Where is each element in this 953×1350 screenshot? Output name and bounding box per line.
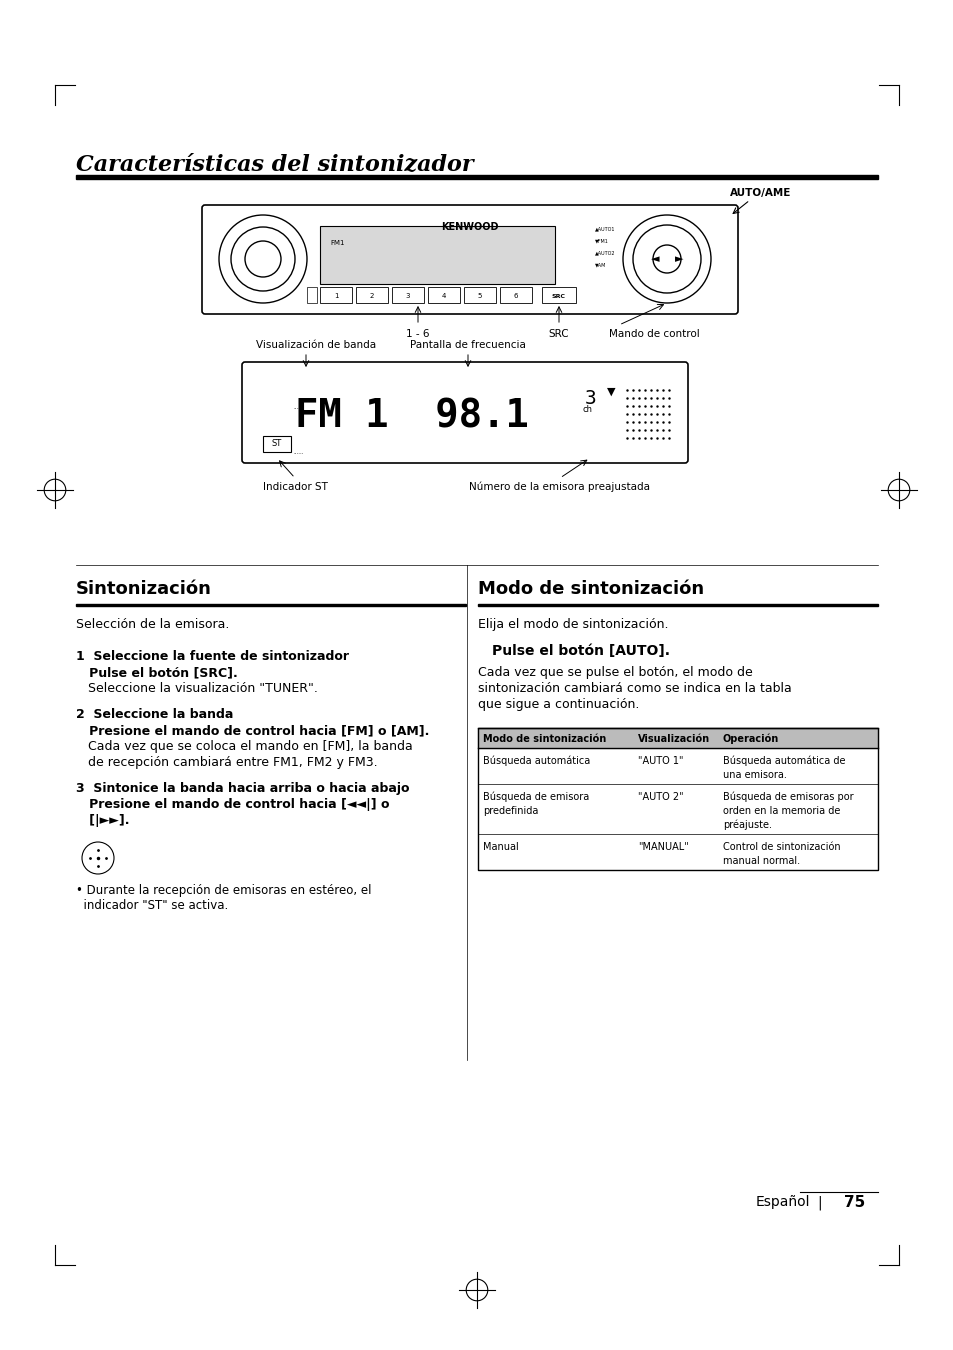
Text: Sintonización: Sintonización (76, 580, 212, 598)
Bar (499, 288, 532, 302)
Text: • Durante la recepción de emisoras en estéreo, el: • Durante la recepción de emisoras en es… (76, 884, 371, 896)
Bar (319, 225, 555, 284)
Text: |: | (817, 1195, 821, 1210)
Text: manual normal.: manual normal. (722, 856, 800, 865)
Text: Control de sintonización: Control de sintonización (722, 842, 840, 852)
Text: "MANUAL": "MANUAL" (638, 842, 688, 852)
Text: Selección de la emisora.: Selección de la emisora. (76, 618, 229, 630)
Text: Pulse el botón [SRC].: Pulse el botón [SRC]. (76, 666, 237, 679)
Text: indicador "ST" se activa.: indicador "ST" se activa. (76, 899, 228, 913)
Text: ▼AM: ▼AM (595, 262, 606, 267)
Text: KENWOOD: KENWOOD (441, 221, 498, 232)
Text: 3: 3 (584, 389, 597, 408)
Bar (477, 603, 877, 606)
Text: Visualización de banda: Visualización de banda (255, 340, 375, 350)
Bar (392, 288, 423, 302)
Text: 6: 6 (514, 293, 517, 298)
Text: Pantalla de frecuencia: Pantalla de frecuencia (410, 340, 525, 350)
Text: Pulse el botón [AUTO].: Pulse el botón [AUTO]. (492, 644, 669, 657)
Text: 1: 1 (334, 293, 338, 298)
Text: "AUTO 1": "AUTO 1" (638, 756, 682, 765)
Bar (541, 288, 576, 302)
Text: ......: ...... (293, 405, 303, 410)
Text: ►: ► (674, 254, 682, 265)
Text: predefinida: predefinida (482, 806, 537, 815)
Bar (428, 288, 459, 302)
Text: ch: ch (582, 405, 593, 414)
Text: Presione el mando de control hacia [◄◄|] o: Presione el mando de control hacia [◄◄|]… (76, 798, 389, 811)
Bar (307, 288, 316, 302)
Text: SRC: SRC (552, 293, 565, 298)
Text: 3: 3 (405, 293, 410, 298)
Text: Indicador ST: Indicador ST (262, 482, 327, 491)
Text: FM1: FM1 (330, 240, 344, 246)
Text: ▲AUTO1: ▲AUTO1 (595, 225, 615, 231)
Text: sintonización cambiará como se indica en la tabla: sintonización cambiará como se indica en… (477, 682, 791, 695)
Text: 3  Sintonice la banda hacia arriba o hacia abajo: 3 Sintonice la banda hacia arriba o haci… (76, 782, 409, 795)
Bar (355, 288, 388, 302)
Text: ◄: ◄ (650, 254, 659, 265)
Text: Manual: Manual (482, 842, 518, 852)
Bar (463, 288, 496, 302)
Text: ST: ST (272, 440, 282, 448)
Text: 75: 75 (843, 1195, 864, 1210)
Text: Operación: Operación (722, 734, 779, 744)
Text: Modo de sintonización: Modo de sintonización (477, 580, 703, 598)
Text: ▼FM1: ▼FM1 (595, 238, 608, 243)
Text: AUTO/AME: AUTO/AME (729, 188, 791, 198)
Text: 2: 2 (370, 293, 374, 298)
Text: Modo de sintonización: Modo de sintonización (482, 734, 605, 744)
Text: ▲AUTO2: ▲AUTO2 (595, 250, 615, 255)
Text: 5: 5 (477, 293, 481, 298)
Text: FM 1  98.1: FM 1 98.1 (294, 397, 528, 435)
Text: 2  Seleccione la banda: 2 Seleccione la banda (76, 707, 233, 721)
Text: 1  Seleccione la fuente de sintonizador: 1 Seleccione la fuente de sintonizador (76, 649, 349, 663)
Text: orden en la memoria de: orden en la memoria de (722, 806, 840, 815)
Text: "AUTO 2": "AUTO 2" (638, 792, 683, 802)
Text: [|►►].: [|►►]. (76, 814, 130, 828)
Text: Visualización: Visualización (638, 734, 709, 744)
Text: Búsqueda de emisora: Búsqueda de emisora (482, 792, 589, 802)
Text: de recepción cambiará entre FM1, FM2 y FM3.: de recepción cambiará entre FM1, FM2 y F… (76, 756, 377, 770)
Bar (319, 288, 352, 302)
Text: Búsqueda automática de: Búsqueda automática de (722, 756, 844, 767)
Text: Español: Español (755, 1195, 809, 1210)
Bar (477, 728, 877, 748)
Text: Características del sintonizador: Características del sintonizador (76, 153, 473, 176)
Text: Número de la emisora preajustada: Número de la emisora preajustada (469, 482, 650, 493)
Text: ▼: ▼ (606, 387, 615, 397)
Bar (76, 176, 877, 180)
Text: SRC: SRC (548, 329, 569, 339)
Text: 1 - 6: 1 - 6 (406, 329, 429, 339)
Text: Búsqueda de emisoras por: Búsqueda de emisoras por (722, 792, 853, 802)
Text: Seleccione la visualización "TUNER".: Seleccione la visualización "TUNER". (76, 682, 317, 695)
Bar (477, 728, 877, 869)
Bar (263, 436, 291, 452)
Text: ......: ...... (293, 450, 303, 455)
Text: Cada vez que se pulse el botón, el modo de: Cada vez que se pulse el botón, el modo … (477, 666, 752, 679)
Text: Búsqueda automática: Búsqueda automática (482, 756, 590, 767)
FancyBboxPatch shape (242, 362, 687, 463)
FancyBboxPatch shape (202, 205, 738, 315)
Text: Mando de control: Mando de control (608, 329, 699, 339)
Text: Cada vez que se coloca el mando en [FM], la banda: Cada vez que se coloca el mando en [FM],… (76, 740, 413, 753)
Text: una emisora.: una emisora. (722, 769, 786, 780)
Text: préajuste.: préajuste. (722, 819, 771, 830)
Text: Elija el modo de sintonización.: Elija el modo de sintonización. (477, 618, 668, 630)
Bar (76, 603, 465, 606)
Text: que sigue a continuación.: que sigue a continuación. (477, 698, 639, 711)
Text: Presione el mando de control hacia [FM] o [AM].: Presione el mando de control hacia [FM] … (76, 724, 429, 737)
Text: 4: 4 (441, 293, 446, 298)
